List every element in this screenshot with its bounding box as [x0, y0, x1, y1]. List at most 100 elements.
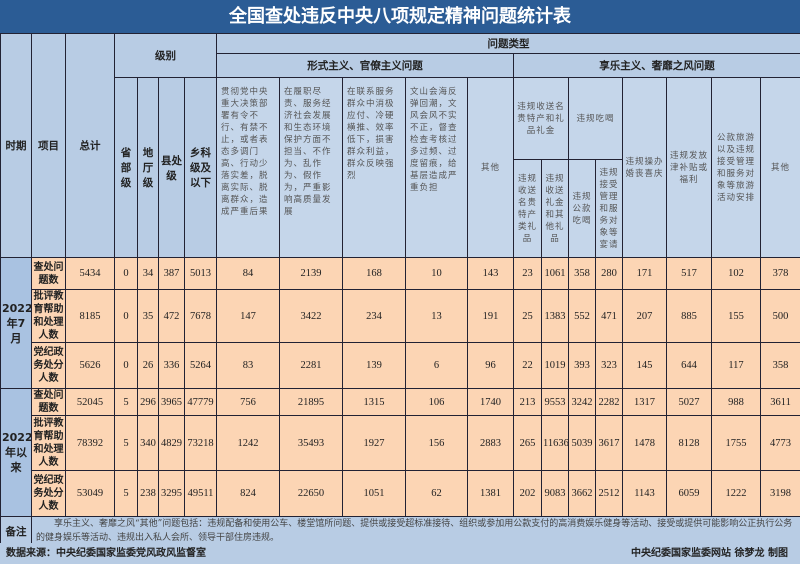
header-level-county: 县处级	[158, 77, 185, 258]
item-cell: 批评教育帮助和处理人数	[31, 289, 66, 343]
value-cell: 0	[114, 289, 138, 343]
header-formalism-2: 在履职尽责、服务经济社会发展和生态环境保护方面不担当、不作为、乱作为、假作为，严…	[279, 77, 343, 258]
value-cell: 9083	[541, 470, 569, 517]
value-cell: 8185	[65, 289, 115, 343]
value-cell: 885	[666, 289, 712, 343]
table-row: 批评教育帮助和处理人数 78392 5 340 4829 73218 1242 35493 19…	[1, 415, 800, 471]
header-formalism: 形式主义、官僚主义问题	[216, 53, 514, 78]
value-cell: 2282	[595, 388, 623, 416]
footer: 数据来源：中央纪委国家监委党风政风监督室 中央纪委国家监委网站 徐梦龙 制图	[0, 543, 800, 564]
value-cell: 25	[513, 289, 542, 343]
header-period: 时期	[0, 33, 32, 258]
value-cell: 552	[568, 289, 596, 343]
value-cell: 155	[711, 289, 761, 343]
header-gifts-money: 违规收送礼金和其他礼品	[541, 159, 569, 258]
value-cell: 4773	[759, 415, 800, 471]
note-text: 享乐主义、奢靡之风“其他”问题包括：违规配备和使用公车、楼堂馆所问题、提供或接受…	[30, 516, 800, 546]
period-cell: 2022年7月	[0, 257, 32, 389]
value-cell: 49511	[184, 470, 217, 517]
value-cell: 78392	[65, 415, 115, 471]
value-cell: 280	[595, 257, 623, 290]
value-cell: 171	[622, 257, 667, 290]
value-cell: 1143	[622, 470, 667, 517]
value-cell: 0	[114, 257, 138, 290]
value-cell: 13	[405, 289, 468, 343]
value-cell: 1383	[541, 289, 569, 343]
item-cell: 党纪政务处分人数	[31, 342, 66, 389]
value-cell: 117	[711, 342, 761, 389]
value-cell: 9553	[541, 388, 569, 416]
value-cell: 1051	[342, 470, 406, 517]
value-cell: 387	[158, 257, 185, 290]
value-cell: 4829	[158, 415, 185, 471]
value-cell: 1381	[467, 470, 514, 517]
value-cell: 3295	[158, 470, 185, 517]
value-cell: 73218	[184, 415, 217, 471]
value-cell: 22650	[279, 470, 343, 517]
value-cell: 5039	[568, 415, 596, 471]
value-cell: 3422	[279, 289, 343, 343]
header-level: 级别	[114, 33, 217, 78]
value-cell: 5013	[184, 257, 217, 290]
value-cell: 2883	[467, 415, 514, 471]
value-cell: 102	[711, 257, 761, 290]
table-row: 批评教育帮助和处理人数 8185 0 35 472 7678 147 3422 234 13 191…	[1, 289, 800, 343]
header-problem-type: 问题类型	[215, 33, 800, 54]
header-dining-public: 违规公款吃喝	[568, 159, 596, 258]
table-row: 2022年以来 查处问题数 52045 5 296 3965 47779 756 21895 13…	[0, 388, 800, 517]
value-cell: 2281	[279, 342, 343, 389]
value-cell: 340	[137, 415, 159, 471]
header-gifts-specialty: 违规收送名贵特产类礼品	[513, 159, 542, 258]
value-cell: 143	[467, 257, 514, 290]
header-formalism-3: 在联系服务群众中消极应付、冷硬横推、效率低下，损害群众利益，群众反映强烈	[342, 77, 406, 258]
value-cell: 8128	[666, 415, 712, 471]
page-title: 全国查处违反中央八项规定精神问题统计表	[0, 0, 800, 33]
header-formalism-1: 贯彻党中央重大决策部署有令不行、有禁不止，或者表态多调门高、行动少落实差，脱离实…	[216, 77, 280, 258]
value-cell: 26	[137, 342, 159, 389]
value-cell: 62	[405, 470, 468, 517]
value-cell: 1755	[711, 415, 761, 471]
period-cell: 2022年以来	[0, 388, 32, 517]
value-cell: 5264	[184, 342, 217, 389]
header-dining-banquet: 违规接受管理和服务对象等宴请	[595, 159, 623, 258]
table-row: 党纪政务处分人数 53049 5 238 3295 49511 824 22650 1051 62…	[1, 470, 800, 517]
value-cell: 1478	[622, 415, 667, 471]
value-cell: 5434	[65, 257, 115, 290]
value-cell: 1019	[541, 342, 569, 389]
value-cell: 2139	[279, 257, 343, 290]
table-row: 2022年7月 查处问题数 5434 0 34 387 5013 84 2139 168 10 143…	[0, 257, 800, 389]
value-cell: 83	[216, 342, 280, 389]
header-total: 总计	[65, 33, 115, 258]
value-cell: 472	[158, 289, 185, 343]
value-cell: 5027	[666, 388, 712, 416]
credit: 中央纪委国家监委网站 徐梦龙 制图	[631, 548, 788, 559]
value-cell: 34	[137, 257, 159, 290]
value-cell: 96	[467, 342, 514, 389]
header-travel: 公款旅游以及违规接受管理和服务对象等旅游活动安排	[711, 77, 761, 258]
value-cell: 238	[137, 470, 159, 517]
value-cell: 11636	[541, 415, 569, 471]
header-formalism-4: 文山会海反弹回潮，文风会风不实不正，督查检查考核过多过频、过度留痕，给基层造成严…	[405, 77, 468, 258]
header-hedonism-other: 其他	[759, 77, 800, 258]
data-source: 数据来源：中央纪委国家监委党风政风监督室	[6, 548, 206, 559]
value-cell: 234	[342, 289, 406, 343]
item-cell: 查处问题数	[31, 257, 66, 290]
table-row: 党纪政务处分人数 5626 0 26 336 5264 83 2281 139 6 96 22 1019…	[1, 342, 800, 389]
value-cell: 6059	[666, 470, 712, 517]
value-cell: 1061	[541, 257, 569, 290]
value-cell: 1317	[622, 388, 667, 416]
value-cell: 53049	[65, 470, 115, 517]
value-cell: 3965	[158, 388, 185, 416]
item-cell: 批评教育帮助和处理人数	[31, 415, 66, 471]
value-cell: 756	[216, 388, 280, 416]
header-formalism-other: 其他	[467, 77, 514, 258]
value-cell: 3662	[568, 470, 596, 517]
value-cell: 5	[114, 388, 138, 416]
value-cell: 145	[622, 342, 667, 389]
header-subsidies: 违规发放津补贴或福利	[666, 77, 712, 258]
statistics-table: 时期 项目 总计 级别 问题类型 形式主义、官僚主义问题 享乐主义、奢靡之风问题…	[0, 33, 800, 546]
value-cell: 358	[568, 257, 596, 290]
note-label: 备注	[0, 516, 32, 546]
value-cell: 500	[759, 289, 800, 343]
value-cell: 1242	[216, 415, 280, 471]
